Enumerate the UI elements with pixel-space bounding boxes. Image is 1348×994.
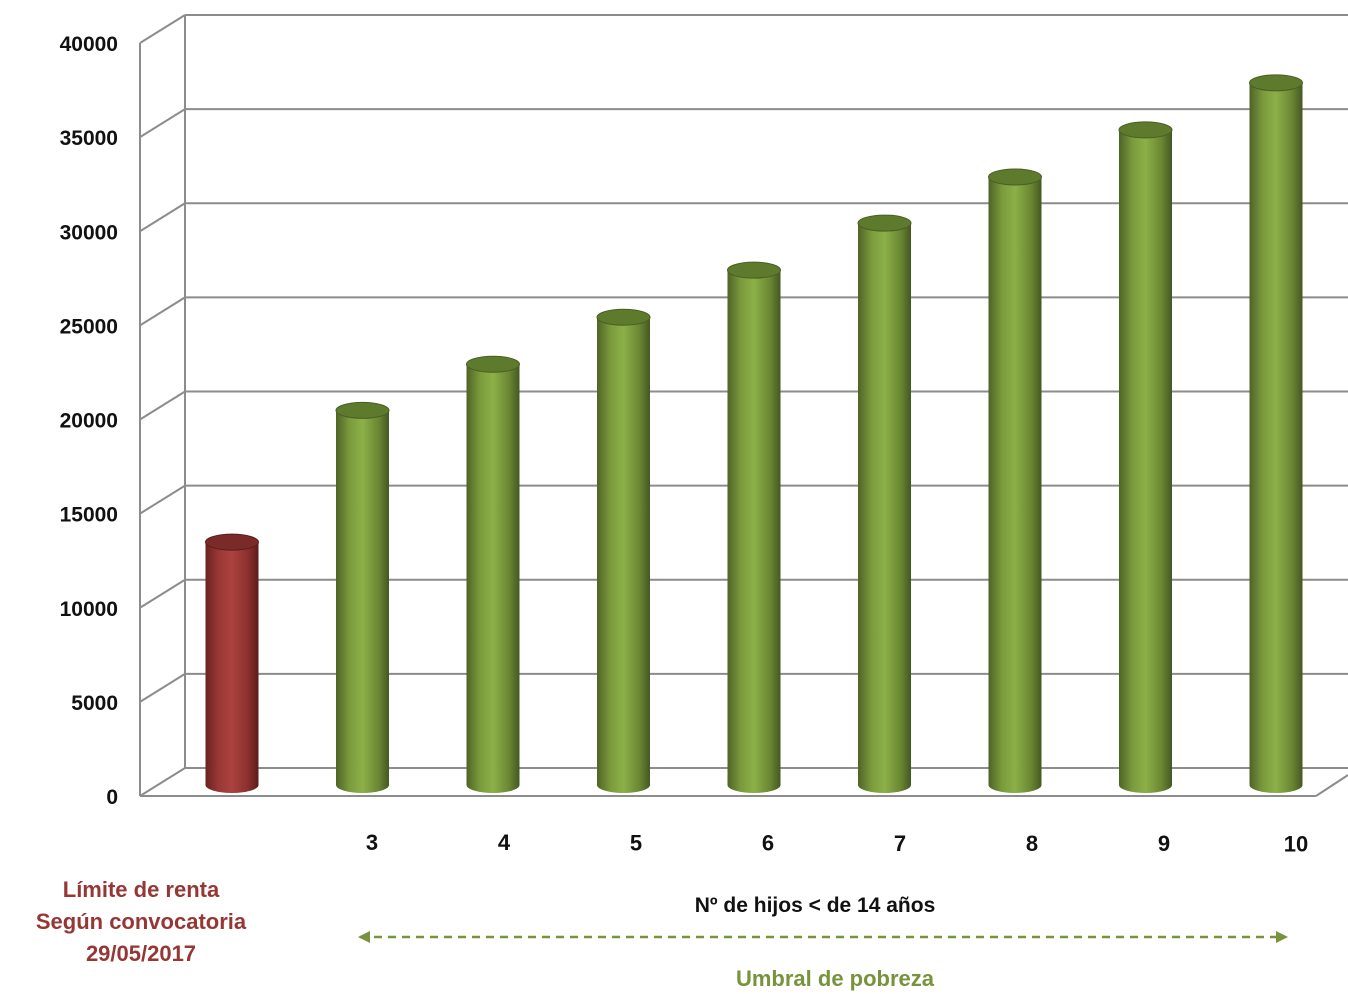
y-tick-label: 15000 [60, 504, 118, 527]
income-limit-line: Límite de renta [62, 877, 220, 902]
y-tick-label: 0 [106, 786, 118, 809]
bar-body [205, 542, 259, 793]
gridline-side [139, 673, 186, 703]
y-tick-label: 30000 [60, 221, 118, 244]
bar [1118, 121, 1173, 793]
x-tick-label: 8 [1026, 831, 1038, 856]
x-axis-label: Nº de hijos < de 14 años [695, 894, 936, 917]
income-limit-label: Límite de renta Según convocatoria 29/05… [0, 874, 282, 970]
x-tick-label: 4 [498, 830, 511, 855]
x-axis-ticks: 3 4 5 6 7 8 9 10 [366, 830, 1308, 856]
y-tick-label: 20000 [60, 410, 118, 433]
bar [596, 308, 651, 793]
bar-body [727, 270, 781, 794]
x-tick-label: 5 [630, 830, 642, 855]
gridline-side [139, 202, 186, 233]
bar-top [466, 355, 520, 373]
bar-top [988, 168, 1042, 186]
bar [466, 355, 520, 793]
gridline-side [139, 296, 186, 327]
bars [205, 74, 1303, 794]
bar-body [336, 410, 389, 793]
gridline-side [139, 390, 186, 421]
bar-top [596, 308, 651, 326]
y-tick-label: 35000 [60, 127, 118, 150]
income-limit-date: 29/05/2017 [85, 941, 197, 966]
x-tick-label: 3 [366, 830, 378, 855]
y-axis-ticks: 0 5000 10000 15000 20000 25000 30000 35000 40000 [60, 33, 118, 809]
bar-body [1119, 129, 1172, 793]
bar-top [857, 214, 912, 232]
income-limit-line: Según convocatoria [35, 909, 247, 934]
y-tick-label: 10000 [60, 598, 118, 621]
x-tick-label: 9 [1158, 831, 1170, 856]
bar-body [466, 364, 520, 793]
bar [727, 261, 781, 794]
x-tick-label: 6 [762, 831, 774, 856]
gridline-side [139, 14, 186, 44]
bar-body [1249, 82, 1303, 793]
bar-top [727, 261, 781, 279]
x-tick-label: 10 [1284, 831, 1308, 856]
bar-body [597, 317, 650, 793]
y-tick-label: 40000 [60, 33, 118, 56]
floor-right-edge [1315, 774, 1348, 797]
gridline-side [139, 484, 186, 515]
x-tick-label: 7 [894, 831, 906, 856]
bar [988, 168, 1042, 793]
bar-top [1118, 121, 1173, 139]
gridline-side [139, 767, 186, 797]
poverty-threshold-label: Umbral de pobreza [735, 966, 935, 991]
y-tick-label: 25000 [60, 315, 118, 338]
y-tick-label: 5000 [71, 692, 118, 715]
bar-top [205, 533, 259, 551]
bar [205, 533, 259, 793]
gridline-side [139, 108, 186, 138]
bar-body [858, 223, 911, 794]
bar-top [335, 401, 390, 419]
bar [857, 214, 912, 794]
bar [335, 401, 390, 793]
bar-body [988, 176, 1042, 793]
bar-top [1249, 74, 1303, 92]
bar [1249, 74, 1303, 793]
gridline-side [139, 578, 186, 609]
